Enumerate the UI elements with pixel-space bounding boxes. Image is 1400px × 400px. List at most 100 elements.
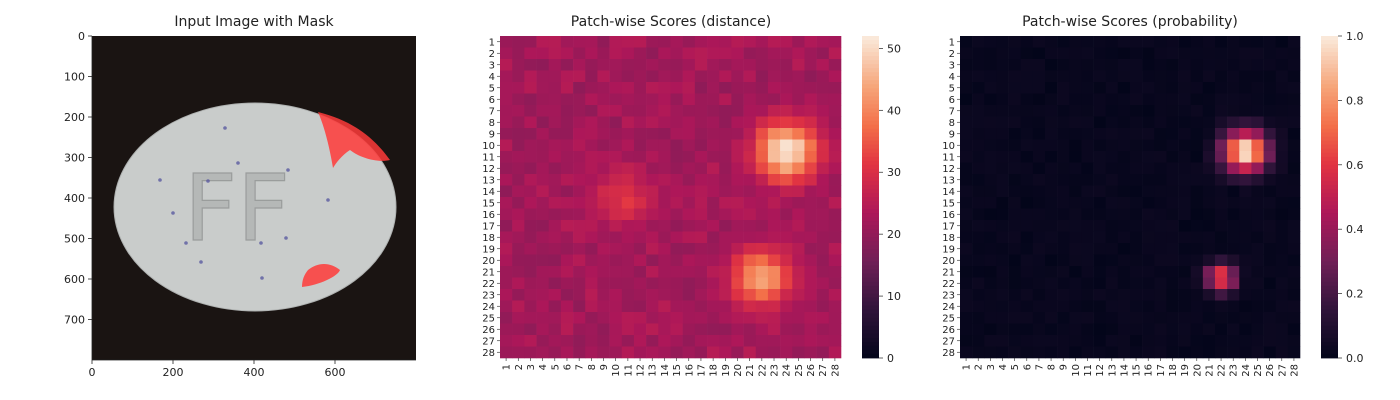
heatmap-cell bbox=[755, 289, 769, 301]
heatmap-cell bbox=[1057, 346, 1070, 359]
y-tick-label: 15 bbox=[482, 198, 495, 209]
heatmap-cell bbox=[658, 105, 671, 117]
heatmap-cell bbox=[1166, 174, 1179, 186]
heatmap-cell bbox=[960, 231, 973, 244]
heatmap-cell bbox=[500, 335, 513, 347]
heatmap-cell bbox=[682, 335, 696, 347]
heatmap-cell bbox=[633, 70, 647, 83]
heatmap-cell bbox=[1105, 128, 1119, 140]
y-tick-label: 25 bbox=[482, 313, 495, 324]
colorbar-tick-label: 0.2 bbox=[1346, 288, 1364, 301]
heatmap-cell bbox=[1154, 82, 1167, 94]
heatmap-cell bbox=[1105, 335, 1119, 347]
heatmap-cell bbox=[1227, 243, 1240, 255]
y-tick-label: 600 bbox=[64, 273, 85, 286]
heatmap-cell bbox=[1057, 47, 1070, 60]
heatmap-cell bbox=[694, 36, 708, 48]
heatmap-cell bbox=[1081, 335, 1094, 347]
colorbar-segment bbox=[1321, 321, 1338, 327]
x-tick-label: 8 bbox=[1047, 364, 1058, 370]
heatmap-cell bbox=[755, 185, 769, 198]
heatmap-cell bbox=[500, 289, 513, 301]
heatmap-cell bbox=[1275, 59, 1289, 71]
heatmap-cell bbox=[707, 208, 720, 221]
heatmap-cell bbox=[1130, 335, 1143, 347]
heatmap-cell bbox=[804, 300, 817, 313]
x-tick-label: 13 bbox=[1107, 364, 1118, 377]
heatmap-cell bbox=[560, 105, 574, 117]
heatmap-cell bbox=[670, 151, 683, 163]
heatmap-cell bbox=[1020, 254, 1034, 267]
heatmap-cell bbox=[1081, 36, 1094, 48]
heatmap-cell bbox=[996, 220, 1009, 232]
heatmap-cell bbox=[731, 346, 744, 359]
heatmap-cell bbox=[524, 243, 537, 255]
heatmap-cell bbox=[1166, 128, 1179, 140]
heatmap-cell bbox=[1057, 139, 1070, 152]
heatmap-cell bbox=[1105, 36, 1119, 48]
heatmap-cell bbox=[1275, 243, 1289, 255]
heatmap-cell bbox=[1251, 151, 1264, 163]
heatmap-cell bbox=[1081, 323, 1094, 336]
y-tick-label: 16 bbox=[942, 210, 955, 221]
heatmap-cell bbox=[524, 266, 537, 278]
heatmap-cell bbox=[1032, 105, 1046, 117]
heatmap-cell bbox=[731, 243, 744, 255]
heatmap-cell bbox=[694, 220, 708, 232]
heatmap-cell bbox=[996, 323, 1009, 336]
heatmap-cell bbox=[1032, 139, 1046, 152]
x-tick-label: 17 bbox=[696, 364, 707, 377]
heatmap-cell bbox=[972, 36, 985, 48]
heatmap-cell bbox=[1057, 116, 1070, 129]
heatmap-cell bbox=[1057, 128, 1070, 140]
heatmap-cell bbox=[792, 128, 805, 140]
heatmap-cell bbox=[512, 277, 525, 290]
heatmap-cell bbox=[828, 231, 842, 244]
heatmap-cell bbox=[1275, 151, 1289, 163]
heatmap-cell bbox=[585, 323, 598, 336]
x-tick-label: 16 bbox=[684, 364, 695, 377]
heatmap-cell bbox=[719, 346, 732, 359]
heatmap-cell bbox=[524, 323, 537, 336]
heatmap-cell bbox=[597, 139, 610, 152]
heatmap-cell bbox=[1190, 277, 1204, 290]
heatmap-cell bbox=[1190, 254, 1204, 267]
heatmap-cell bbox=[1287, 220, 1301, 232]
colorbar-segment bbox=[1321, 192, 1338, 198]
heatmap-cell bbox=[792, 231, 805, 244]
heatmap-cell bbox=[1081, 185, 1094, 198]
heatmap-cell bbox=[560, 174, 574, 186]
heatmap-cell bbox=[694, 174, 708, 186]
heatmap-cell bbox=[560, 300, 574, 313]
heatmap-cell bbox=[960, 116, 973, 129]
heatmap-cell bbox=[548, 335, 562, 347]
input-image-title: Input Image with Mask bbox=[174, 14, 334, 30]
heatmap-cell bbox=[524, 231, 537, 244]
heatmap-cell bbox=[609, 47, 623, 60]
heatmap-cell bbox=[694, 185, 708, 198]
x-tick-label: 26 bbox=[806, 364, 817, 377]
y-tick-label: 100 bbox=[64, 71, 85, 84]
heatmap-cell bbox=[1227, 208, 1240, 221]
heatmap-cell bbox=[1093, 59, 1107, 71]
heatmap-cell bbox=[755, 335, 769, 347]
heatmap-cell bbox=[682, 105, 696, 117]
heatmap-cell bbox=[609, 231, 623, 244]
heatmap-cell bbox=[1142, 312, 1155, 324]
heatmap-cell bbox=[658, 266, 671, 278]
heatmap-cell bbox=[621, 105, 635, 117]
probability-heatmap-title: Patch-wise Scores (probability) bbox=[1022, 14, 1238, 30]
heatmap-cell bbox=[767, 139, 781, 152]
colorbar-segment bbox=[862, 152, 879, 158]
heatmap-cell bbox=[1117, 36, 1131, 48]
heatmap-cell bbox=[1275, 116, 1289, 129]
heatmap-cell bbox=[609, 151, 623, 163]
heatmap-cell bbox=[1275, 139, 1289, 152]
heatmap-cell bbox=[597, 116, 610, 129]
heatmap-cell bbox=[984, 139, 997, 152]
heatmap-cell bbox=[1093, 116, 1107, 129]
heatmap-cell bbox=[1057, 335, 1070, 347]
heatmap-cell bbox=[707, 323, 720, 336]
heatmap-cell bbox=[1166, 82, 1179, 94]
heatmap-cell bbox=[767, 116, 781, 129]
